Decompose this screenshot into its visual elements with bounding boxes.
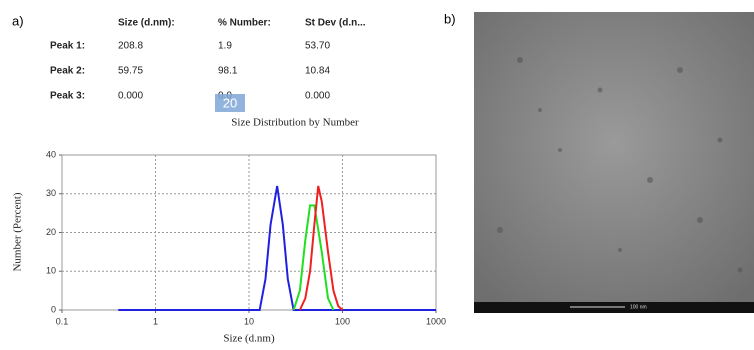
series-line [118,185,436,311]
scale-bar-label: 100 nm [630,304,647,310]
panel-label: a) [12,13,24,28]
x-tick-label: 100 [335,316,350,326]
table-cell: 98.1 [218,66,238,77]
chart-title: Size Distribution by Number [231,117,359,129]
particles [497,57,743,273]
table-header: Size (d.nm): [118,18,175,29]
y-tick-label: 40 [46,149,56,159]
x-tick-label: 10 [244,316,254,326]
table-header: St Dev (d.n... [305,18,366,29]
table-cell: 208.8 [118,41,143,52]
row-label: Peak 2: [50,66,85,77]
x-tick-label: 1 [153,316,158,326]
table-cell: 0.000 [305,91,330,102]
overlay-text: 20 [223,95,237,110]
table-header: % Number: [218,18,271,29]
panel-label: b) [444,11,456,26]
y-tick-label: 0 [51,304,56,314]
x-tick-label: 0.1 [56,316,69,326]
tem-image [474,12,754,302]
table-cell: 10.84 [305,66,330,77]
x-tick-label: 1000 [426,316,446,326]
y-tick-label: 20 [46,227,56,237]
plot: 0 10 20 30 40 0.1 1 10 100 1000 [46,149,446,326]
row-label: Peak 3: [50,91,85,102]
y-tick-label: 10 [46,266,56,276]
table-cell: 0.000 [118,91,143,102]
table-cell: 59.75 [118,66,143,77]
table-cell: 1.9 [218,41,232,52]
x-axis-label: Size (d.nm) [223,333,275,345]
row-label: Peak 1: [50,41,85,52]
y-axis-label: Number (Percent) [12,192,24,271]
series-line [298,185,344,311]
y-tick-label: 30 [46,188,56,198]
table-rows: Peak 1: 208.8 1.9 53.70 Peak 2: 59.75 98.1 10.8… [50,41,330,102]
table-cell: 53.70 [305,41,330,52]
overlay-box [215,94,245,112]
series-line [292,204,335,311]
